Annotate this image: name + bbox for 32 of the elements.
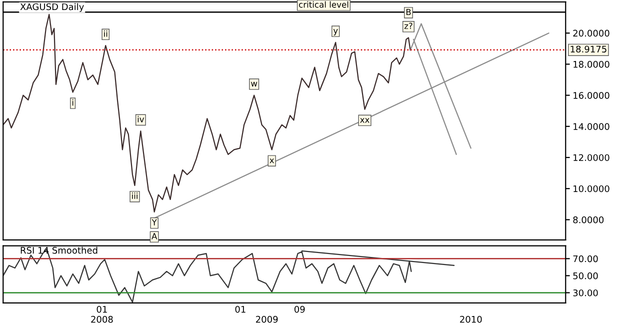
annotation: y: [333, 29, 338, 36]
annotation: ii: [104, 30, 108, 37]
y-tick-label: 70.00: [573, 255, 598, 262]
x-tick-label: 01: [96, 306, 107, 313]
y-tick-label: 30.00: [573, 289, 598, 296]
annotation: iii: [132, 192, 138, 199]
y-tick-label: 50.00: [573, 272, 598, 280]
annotation: x: [270, 158, 274, 164]
x-tick-label: 09: [294, 306, 305, 313]
x2-tick-label: 2010: [460, 316, 482, 323]
y-tick-label: 20.0000: [573, 30, 610, 37]
ref-line-label: critical level: [299, 1, 348, 8]
y-tick-label: 16.0000: [574, 92, 610, 99]
y-tick-label: 10.0000: [574, 185, 610, 192]
y-tick-label: 14.0000: [574, 123, 610, 130]
annotation: xx: [360, 118, 370, 123]
annotation: i: [72, 99, 74, 106]
annotation: A: [152, 233, 158, 240]
chart-title: RSI 14 Smoothed: [20, 246, 98, 254]
annotation: B: [406, 8, 411, 16]
chart-title: XAGUSD Daily: [20, 3, 84, 12]
annotation: Y: [152, 219, 157, 226]
y-tick-label: 18.0000: [574, 60, 610, 68]
x2-tick-label: 2008: [91, 316, 113, 323]
x-tick-label: 01: [235, 306, 246, 313]
y-tick-label: 12.0000: [574, 154, 610, 162]
y-tick-label: 8.0000: [573, 216, 604, 224]
ref-line-label: 18.9175: [570, 46, 606, 53]
annotation: iv: [138, 116, 144, 122]
annotation: w: [251, 82, 258, 86]
x2-tick-label: 2009: [256, 316, 278, 323]
annotation: z?: [404, 22, 412, 29]
